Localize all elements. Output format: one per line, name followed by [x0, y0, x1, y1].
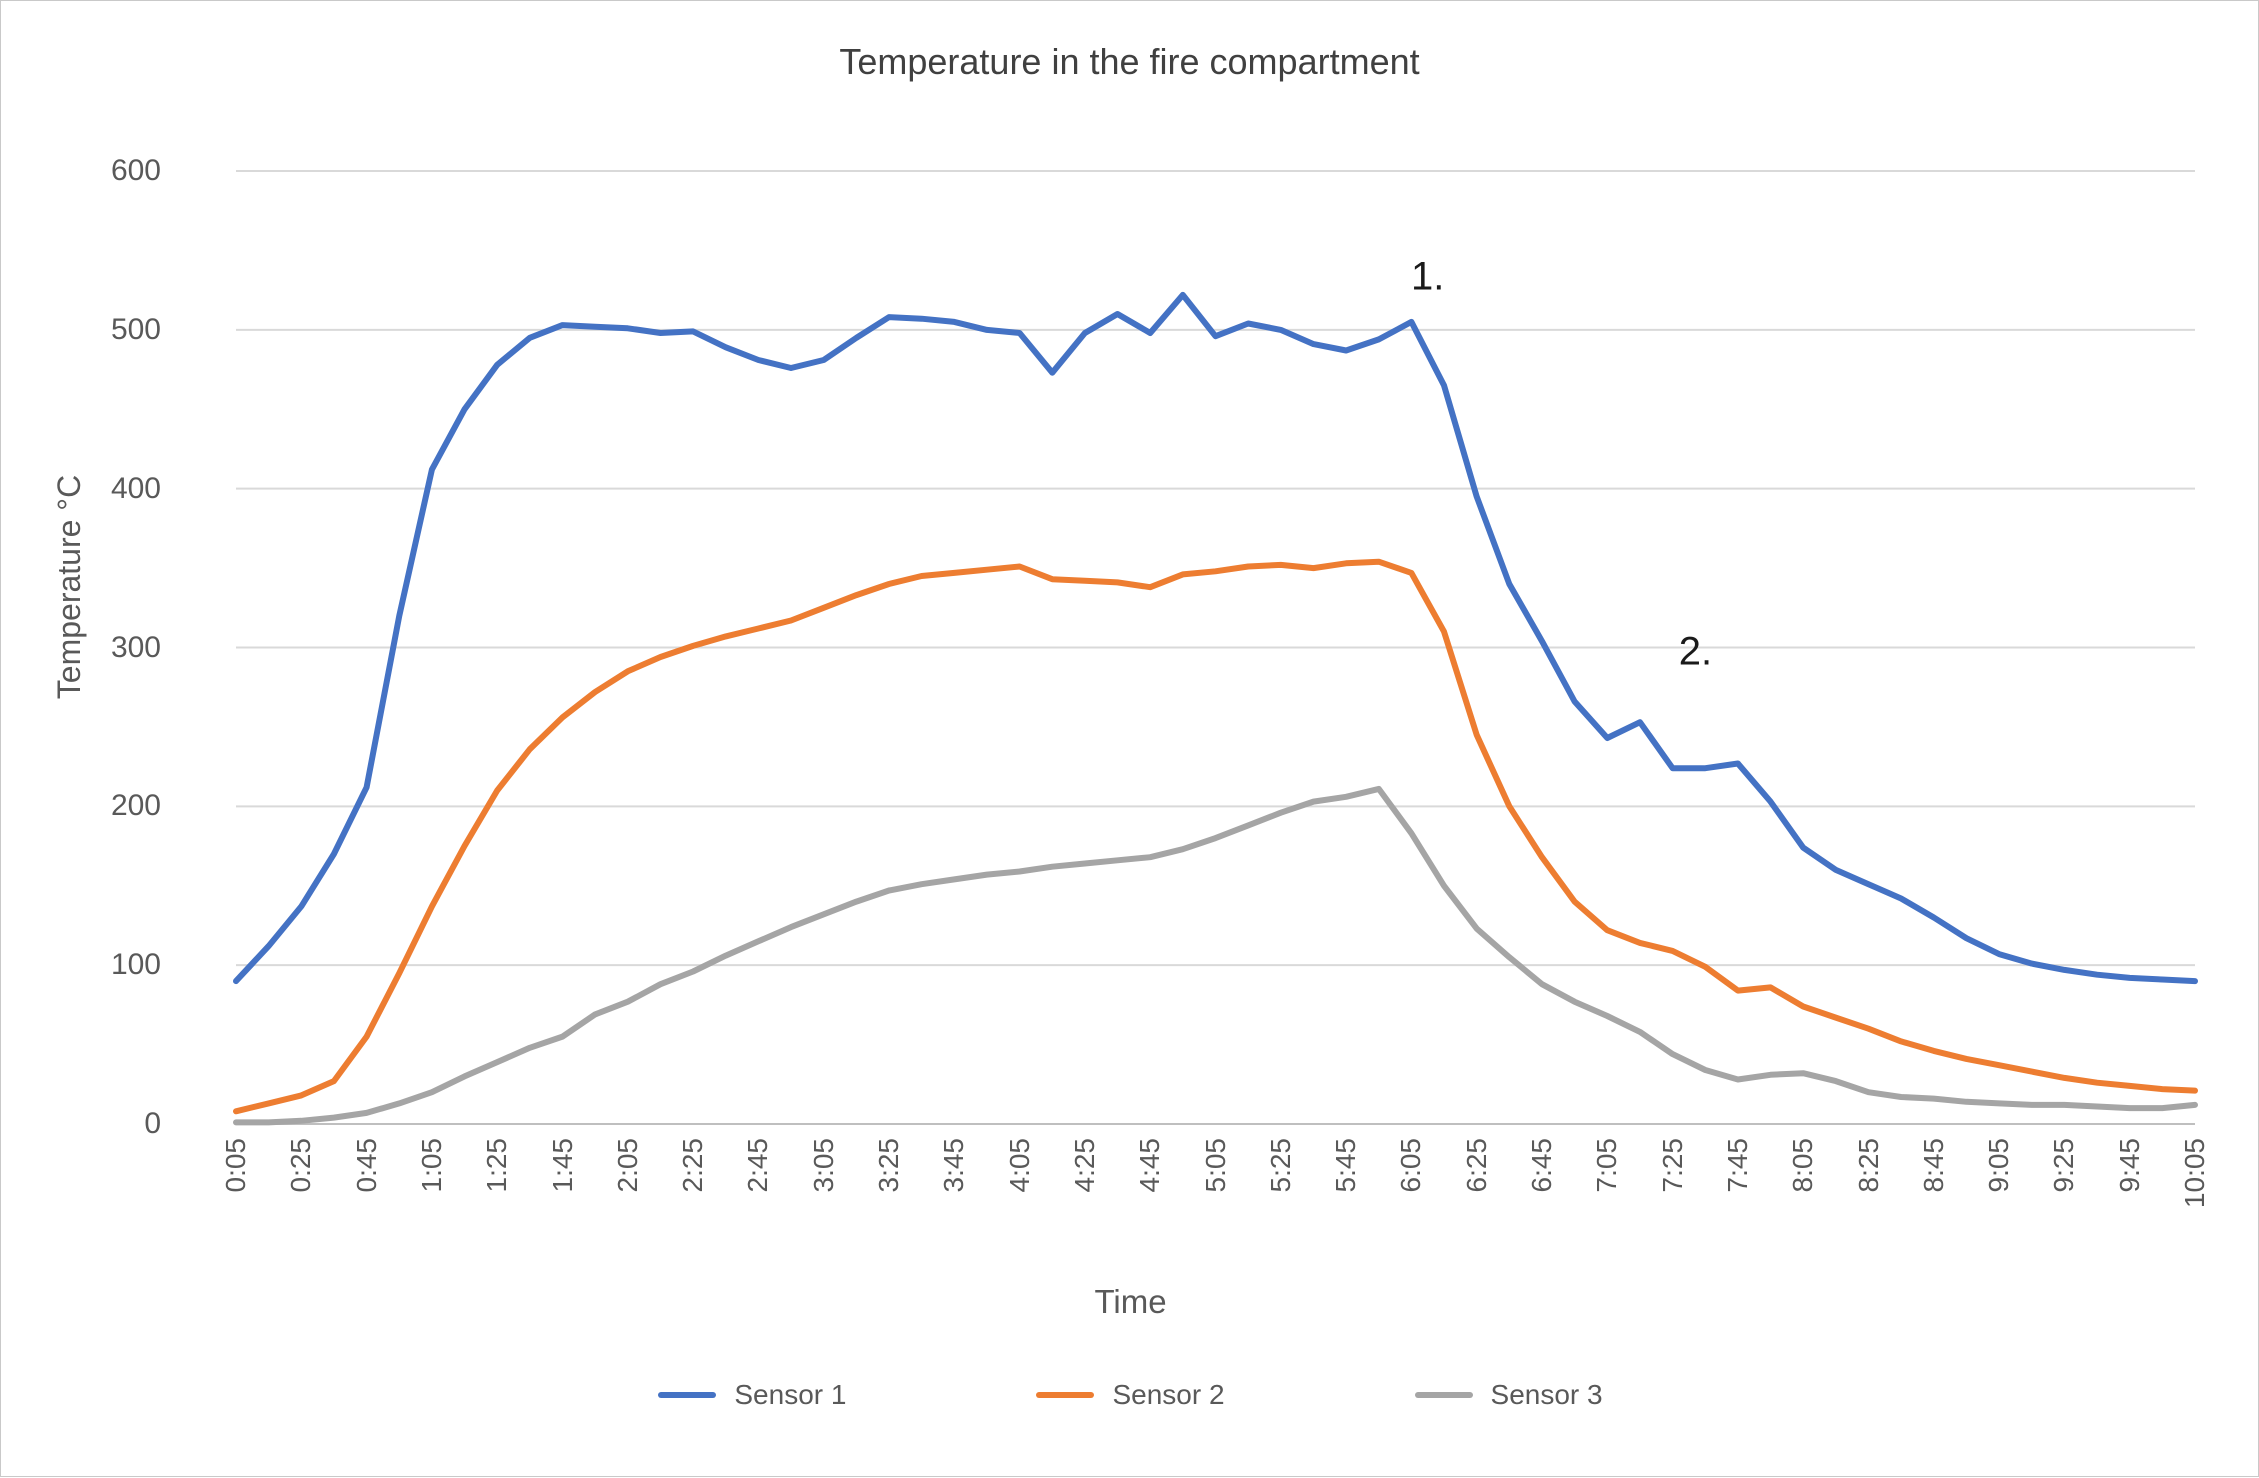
x-tick-label-2:45: 2:45: [742, 1138, 774, 1193]
x-tick-label-1:05: 1:05: [415, 1138, 447, 1193]
x-tick-label-8:25: 8:25: [1852, 1138, 1884, 1193]
chart-title: Temperature in the fire compartment: [839, 41, 1420, 82]
y-tick-label-300: 300: [110, 630, 161, 664]
x-tick-label-8:45: 8:45: [1917, 1138, 1949, 1193]
y-tick-label-600: 600: [110, 154, 161, 188]
x-tick-label-9:45: 9:45: [2113, 1138, 2145, 1193]
x-tick-label-4:25: 4:25: [1068, 1138, 1100, 1193]
legend-swatch-sensor-3: [1414, 1392, 1473, 1398]
x-tick-label-4:45: 4:45: [1134, 1138, 1166, 1193]
series-line-1: [233, 291, 2198, 985]
x-tick-label-6:45: 6:45: [1526, 1138, 1557, 1193]
annotation-1: 1.: [1411, 254, 1445, 299]
x-tick-label-7:45: 7:45: [1721, 1138, 1753, 1193]
x-tick-label-3:05: 3:05: [807, 1138, 839, 1193]
x-tick-label-5:45: 5:45: [1330, 1138, 1362, 1193]
legend-item-sensor-3: Sensor 3: [1414, 1379, 1603, 1411]
legend: Sensor 1 Sensor 2 Sensor 3: [1, 1379, 2259, 1411]
legend-swatch-sensor-2: [1036, 1392, 1095, 1398]
x-tick-label-1:25: 1:25: [481, 1138, 513, 1193]
x-tick-label-10:05: 10:05: [2179, 1138, 2210, 1209]
y-tick-label-0: 0: [144, 1107, 161, 1140]
x-tick-label-0:45: 0:45: [350, 1138, 382, 1193]
x-tick-label-0:05: 0:05: [220, 1138, 251, 1193]
y-tick-label-100: 100: [110, 948, 161, 982]
x-tick-label-6:25: 6:25: [1460, 1138, 1492, 1193]
series-line-3: [233, 785, 2198, 1126]
series-line-2: [233, 558, 2198, 1115]
legend-item-sensor-2: Sensor 2: [1036, 1379, 1225, 1411]
x-tick-label-7:25: 7:25: [1656, 1138, 1688, 1193]
x-axis-title: Time: [1094, 1283, 1167, 1320]
x-tick-label-5:05: 5:05: [1199, 1138, 1231, 1193]
x-tick-label-3:45: 3:45: [938, 1138, 970, 1193]
x-tick-label-9:05: 9:05: [1983, 1138, 2015, 1193]
x-tick-label-2:25: 2:25: [677, 1138, 709, 1193]
x-tick-label-5:25: 5:25: [1264, 1138, 1296, 1193]
x-tick-label-9:25: 9:25: [2048, 1138, 2080, 1193]
y-axis-title: Temperature °C: [51, 474, 87, 700]
annotation-2: 2.: [1678, 629, 1713, 674]
x-tick-label-2:05: 2:05: [611, 1138, 643, 1193]
x-tick-label-0:25: 0:25: [285, 1138, 317, 1193]
legend-label-sensor-1: Sensor 1: [734, 1379, 847, 1410]
legend-label-sensor-3: Sensor 3: [1490, 1379, 1603, 1410]
x-tick-label-7:05: 7:05: [1591, 1138, 1623, 1193]
x-tick-label-1:45: 1:45: [546, 1138, 578, 1193]
x-tick-label-6:05: 6:05: [1395, 1138, 1427, 1193]
y-tick-label-200: 200: [110, 789, 161, 823]
legend-item-sensor-1: Sensor 1: [658, 1379, 846, 1411]
legend-swatch-sensor-1: [658, 1392, 717, 1398]
legend-label-sensor-2: Sensor 2: [1112, 1379, 1225, 1410]
x-tick-label-8:05: 8:05: [1787, 1138, 1819, 1193]
y-tick-label-400: 400: [110, 471, 161, 505]
y-tick-label-500: 500: [110, 312, 161, 346]
x-tick-label-3:25: 3:25: [873, 1138, 904, 1193]
x-tick-label-4:05: 4:05: [1003, 1138, 1035, 1193]
